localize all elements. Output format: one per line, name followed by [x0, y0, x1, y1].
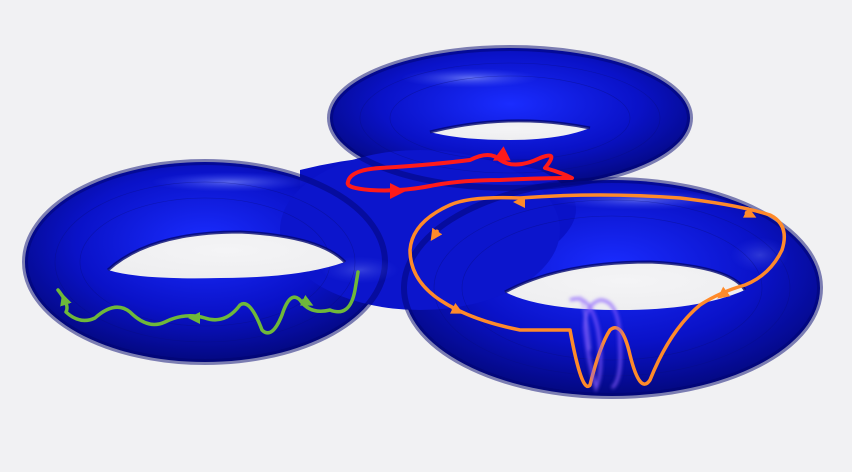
red-curve-arrow	[492, 146, 511, 161]
green-curve-arrow	[299, 294, 314, 306]
green-curve	[56, 270, 360, 335]
red-curve	[345, 153, 574, 193]
surface-highlights	[150, 68, 790, 284]
orange-curve-arrow	[742, 206, 757, 218]
orange-curve-arrow	[449, 302, 464, 314]
green-curve-arrow	[60, 293, 72, 307]
orange-curve	[408, 193, 786, 389]
orange-curve-arrow	[430, 227, 443, 241]
surface-holes	[106, 119, 747, 310]
purple-curve	[569, 295, 622, 393]
orange-curve-arrow	[717, 286, 731, 299]
